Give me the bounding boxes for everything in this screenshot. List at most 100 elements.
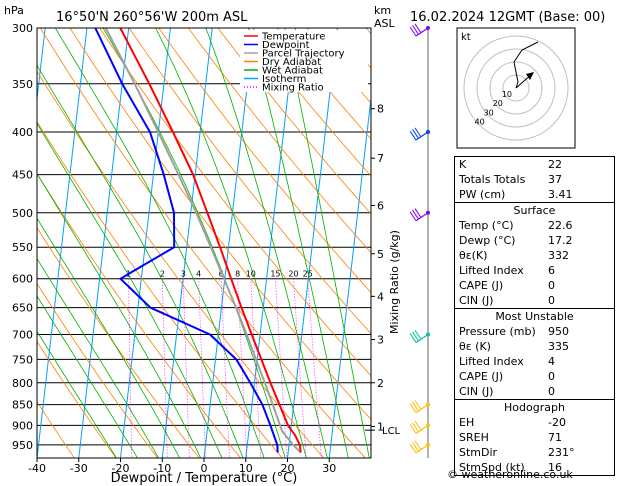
wind-barb [414, 440, 422, 450]
wet-adiabat [248, 28, 349, 458]
most-unstable-title: Most Unstable [495, 310, 574, 323]
dewpoint-line [94, 28, 279, 453]
isotherm [120, 28, 171, 458]
hodograph-ring [476, 48, 556, 128]
surface-label: Temp (°C) [459, 219, 514, 232]
most-unstable-label: θε (K) [459, 340, 491, 353]
dry-adiabat [37, 340, 117, 458]
wet-adiabat [55, 28, 265, 458]
mixing-ratio-line [198, 278, 207, 458]
pressure-tick-label: 800 [12, 377, 33, 390]
legend-entry: Parcel Trajectory [262, 49, 345, 60]
hodograph-section: Hodograph EH -20 SREH 71 StmDir 231° StmSpd (k… [455, 399, 614, 475]
surface-label: CAPE (J) [459, 279, 504, 292]
hodograph-ring [502, 74, 530, 102]
axes-layer: 3003504004505005506006507007508008509009… [12, 22, 384, 475]
hodograph-value: 71 [548, 431, 562, 444]
legend-entry: Temperature [261, 32, 325, 43]
mixing-ratio-line [250, 278, 262, 458]
dry-adiabat [37, 282, 159, 458]
legend-entry: Mixing Ratio [262, 83, 324, 94]
hodograph-value: 16 [548, 461, 562, 474]
dry-adiabat [158, 28, 371, 294]
mixing-ratio-line [237, 278, 248, 458]
pressure-tick-label: 500 [12, 207, 33, 220]
isotherm [287, 28, 338, 458]
mixing-ratio-axis-title: Mixing Ratio (g/kg) [388, 230, 401, 334]
wind-barb [414, 420, 422, 431]
wind-shaft [415, 404, 429, 414]
pressure-tick-label: 850 [12, 399, 33, 412]
mixing-ratio-line [128, 278, 133, 458]
most-unstable-value: 335 [548, 340, 569, 353]
dry-adiabat [37, 173, 242, 458]
wind-barb [414, 208, 422, 218]
dry-adiabat [217, 28, 371, 215]
mixing-ratio-line [220, 278, 230, 458]
wind-barb [412, 209, 419, 220]
surface-row: Temp (°C) 22.6 [455, 218, 614, 233]
wind-barb [414, 400, 422, 410]
most-unstable-value: 950 [548, 325, 569, 338]
most-unstable-row: Lifted Index 4 [455, 354, 614, 369]
x-tick-label: -40 [28, 462, 46, 475]
hodograph-title: Hodograph [504, 401, 565, 414]
hodograph-ring [489, 61, 543, 115]
asl-label: ASL [374, 17, 396, 30]
pressure-tick-label: 450 [12, 169, 33, 182]
pressure-tick-label: 550 [12, 241, 33, 254]
hpa-label: hPa [4, 4, 24, 17]
index-value: 37 [548, 173, 562, 186]
hodograph-ring-label: 10 [502, 90, 512, 99]
index-label: K [459, 158, 467, 171]
wind-shaft [415, 212, 429, 222]
index-label: Totals Totals [459, 173, 526, 186]
km-tick-label: 1 [377, 421, 384, 434]
dry-adiabat [69, 28, 371, 420]
mixing-ratio-label: 3 [181, 270, 186, 279]
surface-label: θε(K) [459, 249, 488, 262]
wind-barb [409, 424, 417, 434]
most-unstable-label: CIN (J) [459, 385, 494, 398]
dry-adiabat [247, 28, 371, 177]
wet-adiabat [205, 28, 328, 458]
hodograph-kt-label: kt [461, 32, 471, 43]
index-row: K 22 [455, 157, 614, 172]
wind-barb [414, 23, 422, 34]
most-unstable-label: Pressure (mb) [459, 325, 536, 338]
surface-section: Surface Temp (°C) 22.6 Dewp (°C) 17.2 θε(K) 3… [455, 202, 614, 308]
index-row: PW (cm) 3.41 [455, 187, 614, 202]
km-label: km [374, 4, 391, 17]
legend-box [240, 30, 368, 92]
wet-adiabat [37, 172, 202, 458]
wind-shaft [415, 333, 429, 343]
mixing-ratio-label: 15 [270, 270, 280, 279]
wind-barb [412, 422, 419, 433]
km-tick-label: 4 [377, 290, 384, 303]
x-axis-title: Dewpoint / Temperature (°C) [111, 471, 298, 486]
wind-barb [409, 333, 417, 343]
mixing-ratio-label: 2 [160, 270, 165, 279]
wind-barb [412, 25, 419, 35]
mixing-ratio-line [293, 278, 307, 458]
index-value: 3.41 [548, 188, 573, 201]
wind-barb [414, 329, 422, 340]
x-tick-label: -10 [153, 462, 171, 475]
km-tick-label: 5 [377, 248, 384, 261]
km-tick-label: 6 [377, 199, 384, 212]
hodograph-ring [463, 35, 569, 141]
wind-shaft [415, 131, 429, 141]
indices-table: K 22 Totals Totals 37 PW (cm) 3.41 Surface Te… [454, 156, 615, 476]
wet-adiabat [37, 330, 117, 458]
legend-entry: Isotherm [262, 74, 306, 85]
mixing-ratio-line [162, 278, 168, 458]
trace-layer: 1 2 3 4 6 8 10 15 20 25 [94, 28, 313, 454]
parcel-trajectory-line [104, 28, 302, 454]
wind-barb [409, 130, 417, 141]
wet-adiabat [37, 64, 244, 458]
pressure-tick-label: 950 [12, 439, 33, 452]
surface-title: Surface [513, 204, 556, 217]
wind-barb [412, 129, 419, 139]
isotherm [37, 28, 88, 458]
